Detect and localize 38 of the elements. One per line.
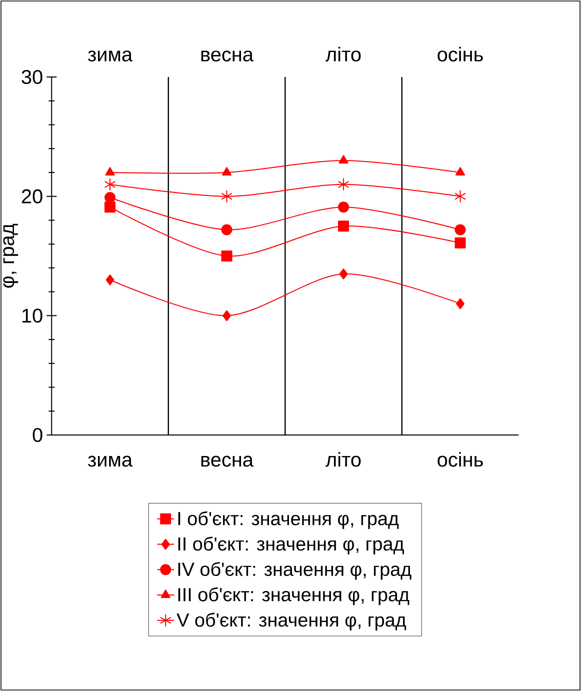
category-label: весна [201, 456, 254, 467]
x-tick-label: осінь [438, 46, 483, 62]
point [338, 220, 350, 232]
y-tick-label: 30 [22, 70, 42, 84]
point [454, 190, 466, 203]
point [338, 155, 348, 164]
legend-label: III об'єкт: значення φ, град [178, 587, 410, 606]
y-tick-label: 20 [22, 189, 42, 204]
legend-label: II об'єкт: значення φ, град [178, 536, 404, 554]
point [221, 250, 232, 262]
point [222, 310, 231, 322]
point [221, 224, 232, 236]
category-label: осінь [438, 452, 483, 467]
x-tick-label: літо [326, 46, 361, 62]
point [454, 224, 466, 236]
point [338, 202, 350, 213]
point [339, 268, 348, 280]
x-tick-label: зима [88, 50, 133, 62]
point [106, 274, 114, 286]
y-tick-label: 10 [22, 308, 42, 323]
y-axis-title: φ, град [3, 224, 18, 288]
point [222, 166, 232, 176]
legend-label: V об'єкт: значення φ, град [176, 612, 406, 630]
y-tick-label: 0 [32, 428, 42, 442]
point [104, 192, 116, 204]
point [454, 237, 466, 248]
point [455, 166, 466, 176]
point [221, 190, 232, 203]
point [105, 166, 115, 176]
point [338, 178, 350, 191]
point [104, 202, 116, 213]
category-label: зима [88, 456, 133, 467]
legend-label: I об'єкт: значення φ, град [178, 511, 399, 530]
legend-label: IV об'єкт: значення φ, град [178, 562, 412, 580]
point [456, 298, 465, 310]
point [104, 178, 116, 191]
x-tick-label: весна [201, 50, 254, 62]
category-label: літо [326, 452, 361, 467]
